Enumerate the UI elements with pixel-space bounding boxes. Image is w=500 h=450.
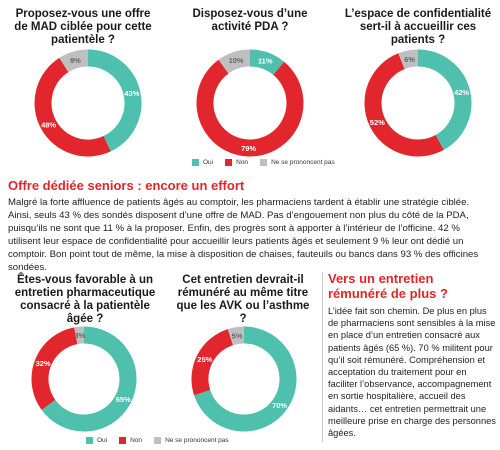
donut-slice-nsp xyxy=(227,326,245,346)
donut-remuneration-group: 70% 25% 5% xyxy=(191,326,297,432)
legend-bottom-swatch-oui xyxy=(86,437,93,444)
legend-label-oui: Oui xyxy=(203,159,214,166)
legend-top: Oui Non Ne se prononcent pas xyxy=(192,159,343,166)
chart-title-mad: Proposez-vous une offre de MAD ciblée po… xyxy=(14,8,152,46)
slice-label-nsp: 10% xyxy=(229,56,244,65)
donut-confidentialite-group: 42% 52% 6% xyxy=(364,49,472,157)
donut-chart-remuneration: 70% 25% 5% xyxy=(191,326,297,432)
chart-panel-mad: Proposez-vous une offre de MAD ciblée po… xyxy=(0,0,166,160)
donut-slice-non xyxy=(191,329,234,396)
donut-slice-oui xyxy=(194,326,297,432)
donut-chart-pda: 11% 79% 10% xyxy=(196,49,304,157)
donut-slice-non xyxy=(196,59,304,157)
section1-heading: Offre dédiée seniors : encore un effort xyxy=(8,178,245,193)
chart-title-entretien: Êtes-vous favorable à un entretien pharm… xyxy=(14,274,156,325)
donut-slice-nsp xyxy=(398,49,419,70)
donut-slice-oui xyxy=(87,49,142,152)
slice-label-oui: 70% xyxy=(272,401,287,410)
slice-label-oui: 43% xyxy=(124,89,139,98)
legend-bottom: Oui Non Ne se prononcent pas xyxy=(86,437,237,444)
slice-label-oui: 11% xyxy=(258,57,273,66)
slice-label-non: 25% xyxy=(197,355,212,364)
chart-title-remuneration: Cet entretien devrait-il rémunéré au mêm… xyxy=(176,274,310,325)
donut-slice-non xyxy=(31,327,78,410)
legend-bottom-label-oui: Oui xyxy=(97,437,108,444)
section2-heading: Vers un entretien rémunéré de plus ? xyxy=(328,271,448,301)
donut-chart-confidentialite: 42% 52% 6% xyxy=(364,49,472,157)
legend-bottom-label-nsp: Ne se prononcent pas xyxy=(165,437,229,444)
legend-bottom-label-non: Non xyxy=(130,437,143,444)
slice-label-nsp: 9% xyxy=(70,56,81,65)
donut-slice-non xyxy=(364,53,444,157)
donut-slice-oui xyxy=(41,326,137,432)
donut-pda-group: 11% 79% 10% xyxy=(196,49,304,157)
section2-text: L’idée fait son chemin. De plus en plus … xyxy=(328,306,496,439)
donut-slice-nsp xyxy=(74,326,85,345)
donut-slice-oui xyxy=(249,49,285,76)
legend-swatch-non xyxy=(225,159,233,166)
donut-mad-group: 43% 48% 9% xyxy=(34,49,142,157)
slice-label-non: 79% xyxy=(241,144,256,153)
legend-label-non: Non xyxy=(236,159,249,166)
slice-label-oui: 65% xyxy=(116,395,131,404)
legend-label-nsp: Ne se prononcent pas xyxy=(271,159,335,166)
chart-title-confidentialite: L’espace de confidentialité sert-il à ac… xyxy=(344,8,492,46)
legend-swatch-oui xyxy=(192,159,199,166)
chart-title-pda: Disposez-vous d’une activité PDA ? xyxy=(192,8,308,33)
donut-chart-mad: 43% 48% 9% xyxy=(34,49,142,157)
chart-panel-pda: Disposez-vous d’une activité PDA ? 11% 79… xyxy=(166,0,334,160)
slice-label-non: 48% xyxy=(41,121,56,130)
slice-label-nsp: 6% xyxy=(404,55,415,64)
slice-label-nsp: 5% xyxy=(232,332,243,341)
chart-panel-remuneration: Cet entretien devrait-il rémunéré au mêm… xyxy=(168,268,318,436)
slice-label-oui: 42% xyxy=(454,88,469,97)
chart-panel-confidentialite: L’espace de confidentialité sert-il à ac… xyxy=(334,0,500,160)
slice-label-non: 32% xyxy=(36,359,51,368)
legend-bottom-swatch-non xyxy=(119,437,127,444)
legend-swatch-nsp xyxy=(260,159,268,166)
section1-text: Malgré la forte affluence de patients âg… xyxy=(8,197,479,273)
donut-entretien-group: 65% 32% 3% xyxy=(31,326,137,432)
slice-label-nsp: 3% xyxy=(74,331,85,340)
donut-chart-entretien: 65% 32% 3% xyxy=(31,326,137,432)
chart-panel-entretien: Êtes-vous favorable à un entretien pharm… xyxy=(0,268,166,436)
donut-slice-oui xyxy=(417,49,472,150)
donut-slice-non xyxy=(34,57,111,157)
slice-label-non: 52% xyxy=(370,118,385,127)
legend-bottom-swatch-nsp xyxy=(154,437,162,444)
donut-slice-nsp xyxy=(218,49,251,74)
donut-slice-nsp xyxy=(59,49,89,73)
column-divider xyxy=(322,272,323,442)
